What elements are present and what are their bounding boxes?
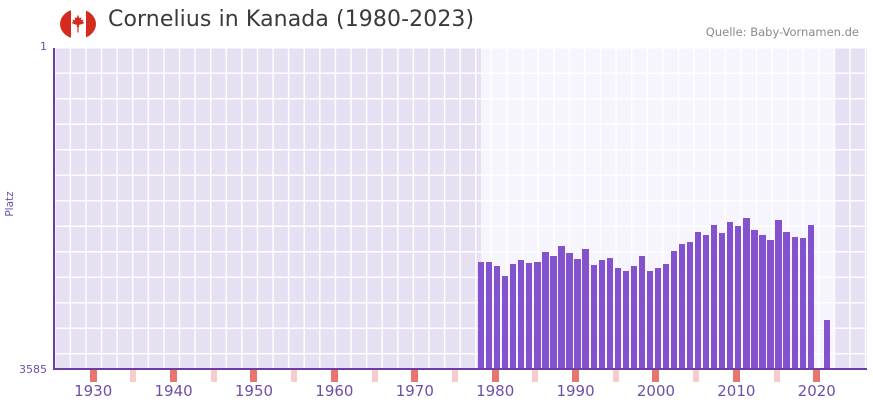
bar[interactable] — [542, 252, 549, 368]
bar[interactable] — [719, 233, 726, 368]
bar[interactable] — [678, 244, 686, 368]
bar[interactable] — [783, 232, 790, 368]
bar[interactable] — [670, 251, 678, 368]
bar[interactable] — [662, 263, 670, 368]
x-axis-label-1930: 1930 — [74, 382, 113, 400]
source-attribution: Quelle: Baby-Vornamen.de — [705, 25, 859, 39]
bar-series — [55, 48, 867, 368]
y-axis-title: Platz — [4, 191, 16, 217]
bar[interactable] — [823, 320, 830, 368]
flag-band-left — [60, 9, 71, 39]
bar[interactable] — [735, 226, 742, 368]
bar[interactable] — [759, 235, 766, 368]
bar[interactable] — [486, 262, 493, 368]
bar[interactable] — [510, 264, 517, 368]
bar[interactable] — [791, 236, 798, 368]
bar[interactable] — [775, 220, 782, 368]
bar[interactable] — [558, 245, 565, 368]
bar[interactable] — [646, 271, 654, 368]
x-axis-label-1950: 1950 — [234, 382, 274, 400]
bar[interactable] — [799, 237, 806, 368]
x-axis-labels: 1930 1940 1950 1960 1970 1980 1990 2000 2010 2020 — [0, 382, 873, 408]
y-axis: 1 3585 Platz — [0, 40, 47, 376]
x-axis-label-2010: 2010 — [717, 382, 756, 400]
bar[interactable] — [566, 252, 573, 368]
flag-band-right — [85, 9, 96, 39]
x-tickmark-1975 — [451, 370, 458, 382]
x-tickmark-1995 — [612, 370, 619, 382]
x-axis-label-1940: 1940 — [154, 382, 193, 400]
bar[interactable] — [703, 235, 710, 368]
x-axis-label-1960: 1960 — [315, 382, 354, 400]
x-tickmark-1990 — [572, 370, 580, 382]
x-axis-tickmarks — [53, 370, 865, 382]
bar[interactable] — [518, 259, 525, 368]
bar[interactable] — [711, 225, 718, 368]
x-tickmark-2000 — [652, 370, 660, 382]
x-axis-label-1970: 1970 — [395, 382, 434, 400]
x-tickmark-1935 — [130, 370, 137, 382]
bar[interactable] — [727, 221, 734, 368]
bar[interactable] — [494, 266, 501, 368]
x-axis-label-2020: 2020 — [797, 382, 836, 400]
x-tickmark-1980 — [491, 370, 499, 382]
x-tickmark-1955 — [291, 370, 298, 382]
x-tickmark-1965 — [371, 370, 378, 382]
bar[interactable] — [630, 265, 637, 368]
x-tickmark-1950 — [250, 370, 258, 382]
chart-header: Cornelius in Kanada (1980-2023) Quelle: … — [0, 0, 873, 48]
bar[interactable] — [686, 241, 694, 368]
bar[interactable] — [502, 276, 509, 368]
x-tickmark-2010 — [732, 370, 740, 382]
x-tickmark-1945 — [210, 370, 217, 382]
canada-flag-icon — [60, 9, 96, 39]
bar[interactable] — [590, 264, 597, 368]
x-tickmark-1930 — [89, 370, 97, 382]
x-tickmark-1940 — [170, 370, 178, 382]
bar[interactable] — [807, 224, 814, 368]
x-axis-label-1980: 1980 — [476, 382, 515, 400]
bar[interactable] — [598, 259, 605, 368]
plot-area — [53, 48, 867, 370]
bar[interactable] — [477, 261, 485, 368]
bar[interactable] — [534, 261, 541, 368]
x-tickmark-2015 — [773, 370, 780, 382]
bar[interactable] — [550, 255, 557, 368]
x-tickmark-1960 — [330, 370, 338, 382]
bar[interactable] — [695, 232, 702, 368]
bar[interactable] — [654, 268, 662, 368]
bar[interactable] — [526, 263, 533, 368]
x-tickmark-2020 — [813, 370, 821, 382]
bar[interactable] — [767, 240, 774, 368]
bar[interactable] — [614, 268, 621, 368]
x-tickmark-2005 — [693, 370, 700, 382]
y-axis-tick-bottom: 3585 — [19, 363, 47, 376]
x-tickmark-1985 — [532, 370, 539, 382]
maple-leaf-icon — [71, 14, 85, 33]
y-axis-tick-top: 1 — [40, 40, 47, 53]
x-axis-label-1990: 1990 — [556, 382, 595, 400]
bar[interactable] — [622, 271, 629, 368]
bar[interactable] — [574, 258, 581, 368]
x-tickmark-1970 — [411, 370, 419, 382]
bar[interactable] — [606, 258, 613, 368]
bar[interactable] — [582, 249, 589, 368]
page-title: Cornelius in Kanada (1980-2023) — [108, 7, 475, 32]
bar[interactable] — [743, 218, 750, 368]
bar[interactable] — [638, 255, 646, 368]
x-axis-label-2000: 2000 — [636, 382, 676, 400]
bar[interactable] — [751, 229, 758, 368]
